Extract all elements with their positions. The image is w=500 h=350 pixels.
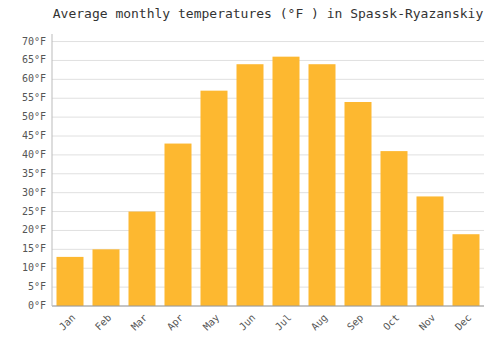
bar [129,212,156,306]
grid-line [52,117,484,118]
title: Average monthly temperatures (°F ) in Sp… [53,6,484,21]
y-tick-label: 35°F [22,168,46,179]
bar [237,64,264,306]
y-tick-labels: 0°F 5°F 10°F 15°F 20°F 25°F 30°F 35°F 40°F 45°F 50… [22,36,46,311]
grid-line [52,192,484,193]
grid [52,42,484,306]
y-tick-label: 55°F [22,92,46,103]
y-tick-label: 30°F [22,187,46,198]
x-tick-label: Jun [237,312,258,333]
grid-line [52,136,484,137]
y-tick-label: 40°F [22,149,46,160]
x-tick-label: May [201,312,222,333]
y-axis-line [52,34,53,306]
bar [165,144,192,306]
x-tick-label: Nov [417,312,438,333]
y-tick-label: 65°F [22,54,46,65]
x-tick-label: Sep [345,312,366,333]
grid-line [52,41,484,42]
bar [345,102,372,306]
x-tick-label: Apr [165,312,186,333]
bar [201,91,228,306]
y-tick-label: 20°F [22,224,46,235]
bar [93,249,120,306]
x-tick-label: Feb [93,312,114,333]
grid-line [52,306,484,307]
bar [309,64,336,306]
y-tick-label: 15°F [22,243,46,254]
chart: Average monthly temperatures (°F ) in Sp… [0,0,500,350]
grid-line [52,173,484,174]
grid-line [52,60,484,61]
x-tick-label: Jul [273,312,294,333]
chart-container: Average monthly temperatures (°F ) in Sp… [0,0,500,350]
y-tick-label: 60°F [22,73,46,84]
x-tick-labels: Jan Feb Mar Apr May Jun Jul Aug Sep Oct Nov Dec [57,312,474,333]
grid-line [52,79,484,80]
grid-line [52,154,484,155]
x-tick-label: Mar [129,312,150,333]
y-tick-label: 5°F [28,281,46,292]
y-tick-label: 50°F [22,111,46,122]
y-tick-label: 45°F [22,130,46,141]
bar [381,151,408,306]
bar [57,257,84,306]
x-tick-label: Dec [453,312,474,333]
y-tick-label: 25°F [22,206,46,217]
y-tick-label: 0°F [28,300,46,311]
bar [273,57,300,306]
x-tick-label: Jan [57,312,78,333]
y-tick-label: 10°F [22,262,46,273]
x-tick-label: Aug [309,312,330,333]
grid-line [52,98,484,99]
x-axis-line [52,306,484,307]
bar [417,196,444,306]
bars [57,57,480,306]
x-tick-label: Oct [381,312,402,333]
bar [453,234,480,306]
y-tick-label: 70°F [22,36,46,47]
